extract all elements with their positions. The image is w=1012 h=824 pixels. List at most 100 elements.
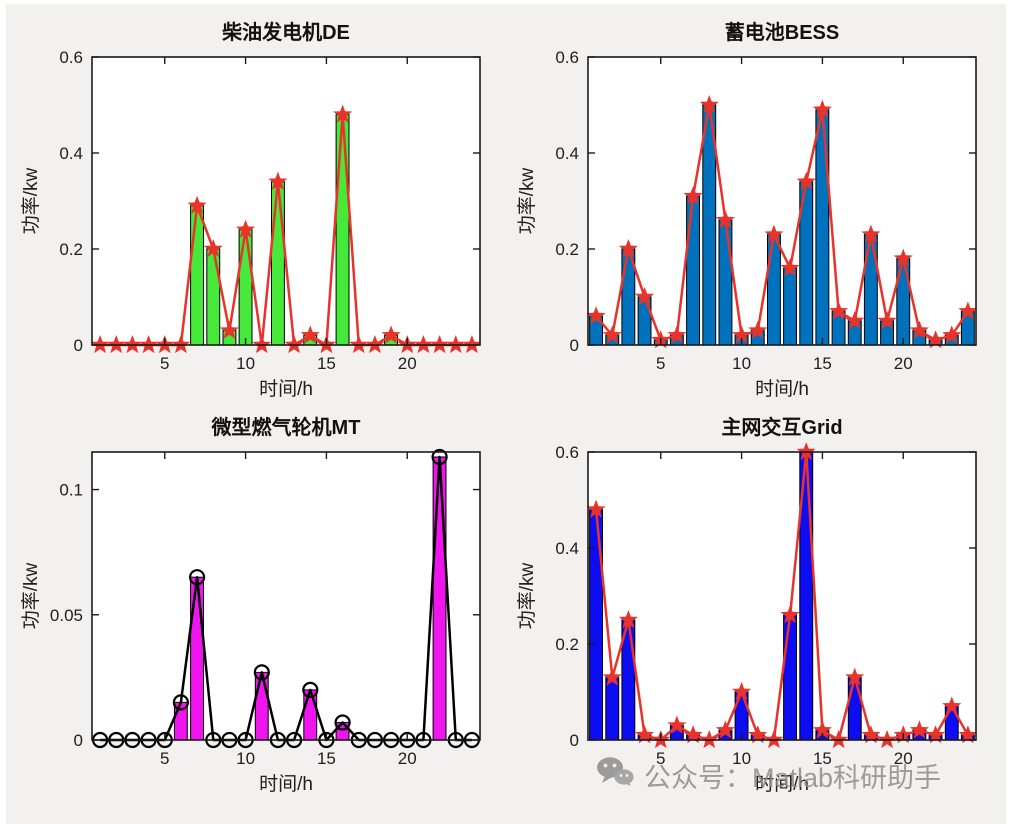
star-marker [219,320,239,339]
x-axis-label: 时间/h [755,378,809,400]
series-line [595,103,969,342]
star-marker [748,320,768,339]
y-tick-label: 0.6 [59,48,83,67]
watermark-text: 公众号：Matlab科研助手 [644,763,942,793]
star-marker [618,239,638,258]
star-marker [942,696,962,715]
axes-box [587,451,977,741]
star-marker [829,301,849,320]
star-marker [683,186,703,205]
star-marker [462,335,482,354]
star-marker [748,725,768,744]
bar [718,219,733,346]
star-marker [349,335,369,354]
y-tick-label: 0.6 [555,443,579,462]
bar [847,677,862,741]
star-marker [268,171,288,190]
star-marker [252,335,272,354]
axes-box [587,56,977,346]
subplot-main-grid: 0 0.2 0.4 0.6 5 10 15 20 主网交互Grid 时间/h 功率/kw [516,415,978,795]
y-axis-label: 功率/kw [20,167,42,234]
y-tick-label: 0.2 [59,240,83,259]
y-tick-label: 0 [570,731,579,750]
y-tick-label: 0.4 [59,144,83,163]
star-marker [926,330,946,349]
star-marker [715,720,735,739]
star-marker [845,667,865,686]
y-axis-label: 功率/kw [516,167,538,234]
star-marker [122,335,142,354]
bar [335,114,350,346]
y-tick-label: 0.4 [555,144,579,163]
star-marker [187,195,207,214]
bar [767,234,781,346]
x-axis-label: 时间/h [259,773,313,795]
circle-marker [334,714,351,731]
star-marker [333,104,353,123]
bar [863,234,878,346]
star-marker [942,325,962,344]
axes-box [91,56,481,346]
star-marker [446,335,466,354]
star-marker [236,219,256,238]
bar [783,614,797,741]
star-marker [909,720,929,739]
star-marker [683,725,703,744]
star-marker [139,335,159,354]
bar [686,195,700,346]
plot-area [92,452,480,740]
y-tick-label: 0 [570,336,579,355]
star-marker [602,667,622,686]
star-marker [764,224,784,243]
star-marker [958,725,978,744]
chart-title: 主网交互Grid [721,415,842,439]
x-tick-label: 5 [160,354,169,373]
circle-marker [302,681,319,699]
x-tick-label: 5 [656,749,665,768]
star-marker [635,287,655,306]
star-marker [602,325,622,344]
star-marker [845,311,865,330]
bar [605,677,620,741]
y-axis-label: 功率/kw [516,562,538,629]
bar [432,456,447,741]
plot-area [92,57,480,345]
chart-title: 微型燃气轮机MT [211,415,361,439]
star-marker [861,725,881,744]
x-tick-label: 15 [813,749,832,768]
y-axis-label: 功率/kw [20,562,42,629]
chart-title: 蓄电池BESS [725,20,839,44]
subplot-micro-turbine-mt: 0 0.05 0.1 5 10 15 20 微型燃气轮机MT 时间/h 功率/kw [20,415,481,795]
star-marker [764,730,784,749]
x-tick-label: 15 [317,749,336,768]
x-tick-label: 20 [398,749,417,768]
chart-title: 柴油发电机DE [221,20,350,44]
star-marker [699,95,719,114]
bar [190,576,205,741]
x-tick-label: 15 [813,354,832,373]
star-marker [861,224,881,243]
y-tick-label: 0.2 [555,635,579,654]
star-marker [699,730,719,749]
bar [238,229,253,346]
x-tick-label: 5 [656,354,665,373]
star-marker [780,605,800,624]
star-marker [812,720,832,739]
circle-marker [431,448,448,466]
x-tick-label: 15 [317,354,336,373]
bar [206,248,221,346]
circle-marker [189,569,206,586]
star-marker [732,682,752,701]
bar [254,671,269,741]
star-marker [780,258,800,277]
star-marker [877,311,897,330]
y-tick-label: 0.05 [50,606,83,625]
star-marker [365,335,385,354]
star-marker [812,99,832,118]
star-marker [909,320,929,339]
subplot-diesel-de: 0 0.2 0.4 0.6 5 10 15 20 柴油发电机DE 时间/h 功率/kw [20,20,482,400]
star-marker [715,210,735,229]
bar [335,722,350,741]
star-marker [586,306,606,325]
